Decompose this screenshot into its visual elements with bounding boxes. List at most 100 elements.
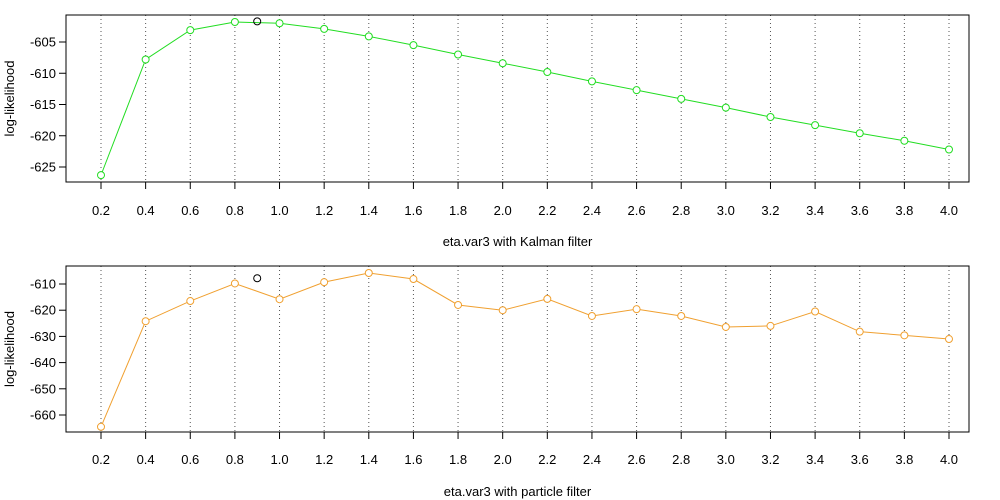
- x-tick-label: 3.8: [895, 203, 913, 218]
- x-tick-label: 1.0: [270, 452, 288, 467]
- data-point: [141, 317, 150, 326]
- data-point: [409, 275, 418, 284]
- data-point: [811, 307, 820, 316]
- x-tick-label: 1.8: [449, 452, 467, 467]
- highlight-point: [253, 274, 262, 283]
- y-tick-label: -620: [30, 303, 56, 318]
- data-point: [364, 268, 373, 277]
- data-point: [855, 327, 864, 336]
- x-tick-label: 3.4: [806, 203, 824, 218]
- x-tick-label: 3.2: [761, 452, 779, 467]
- x-tick-label: 2.0: [494, 203, 512, 218]
- data-point: [409, 41, 418, 50]
- x-axis-label: eta.var3 with Kalman filter: [443, 234, 593, 249]
- plot-frame: [65, 14, 970, 183]
- x-tick-label: 0.2: [92, 203, 110, 218]
- y-tick-label: -630: [30, 329, 56, 344]
- y-tick-label: -620: [30, 128, 56, 143]
- x-tick-label: 3.4: [806, 452, 824, 467]
- y-tick-label: -615: [30, 97, 56, 112]
- y-tick-label: -625: [30, 160, 56, 175]
- x-tick-label: 0.4: [137, 452, 155, 467]
- data-point: [900, 331, 909, 340]
- data-point: [364, 32, 373, 41]
- x-tick-label: 1.2: [315, 203, 333, 218]
- x-tick-label: 2.8: [672, 203, 690, 218]
- data-point: [677, 94, 686, 103]
- data-point: [632, 86, 641, 95]
- data-point: [811, 121, 820, 130]
- data-point: [632, 305, 641, 314]
- x-tick-label: 3.0: [717, 452, 735, 467]
- data-point: [945, 145, 953, 154]
- x-tick-label: 3.2: [761, 203, 779, 218]
- y-axis-label: log-likelihood: [2, 311, 17, 387]
- data-point: [766, 113, 775, 121]
- x-tick-label: 2.4: [583, 452, 601, 467]
- data-point: [677, 311, 686, 320]
- highlight-point: [253, 17, 262, 26]
- data-point: [230, 18, 239, 26]
- data-point: [855, 129, 864, 138]
- data-point: [275, 295, 284, 304]
- x-tick-label: 1.4: [360, 452, 378, 467]
- x-tick-label: 1.6: [404, 452, 422, 467]
- y-tick-label: -610: [30, 277, 56, 292]
- y-tick-label: -640: [30, 355, 56, 370]
- x-tick-label: 3.0: [717, 203, 735, 218]
- data-point: [230, 279, 239, 288]
- x-tick-label: 0.4: [137, 203, 155, 218]
- data-point: [454, 300, 463, 309]
- x-tick-label: 1.2: [315, 452, 333, 467]
- x-tick-label: 2.6: [628, 203, 646, 218]
- y-tick-label: -650: [30, 381, 56, 396]
- data-point: [320, 278, 329, 287]
- x-tick-label: 1.6: [404, 203, 422, 218]
- data-point: [320, 24, 329, 33]
- data-point: [141, 55, 150, 64]
- y-axis-label: log-likelihood: [2, 61, 17, 137]
- x-tick-label: 2.2: [538, 203, 556, 218]
- x-tick-label: 4.0: [940, 452, 958, 467]
- data-point: [97, 171, 105, 180]
- data-point: [97, 422, 105, 431]
- data-point: [498, 59, 507, 68]
- series-line: [100, 21, 950, 176]
- data-point: [186, 297, 195, 306]
- x-tick-label: 0.8: [226, 452, 244, 467]
- x-tick-label: 0.8: [226, 203, 244, 218]
- x-tick-label: 2.2: [538, 452, 556, 467]
- x-tick-label: 1.8: [449, 203, 467, 218]
- data-point: [945, 335, 953, 344]
- data-point: [454, 50, 463, 59]
- kalman-filter-panel: 0.2 0.4 0.6 0.8 1.0 1.2 1.4 1.6 1.8 2.0 2.2 2.4 2.6 2…: [2, 14, 970, 249]
- y-tick-label: -610: [30, 66, 56, 81]
- x-tick-label: 1.0: [270, 203, 288, 218]
- x-tick-label: 4.0: [940, 203, 958, 218]
- data-point: [186, 26, 195, 35]
- x-tick-label: 2.0: [494, 452, 512, 467]
- data-point: [721, 103, 730, 112]
- series-line: [100, 272, 950, 427]
- data-point: [587, 77, 596, 86]
- x-axis-label: eta.var3 with particle filter: [444, 484, 592, 499]
- data-point: [766, 321, 775, 330]
- x-tick-label: 3.6: [851, 203, 869, 218]
- y-tick-label: -605: [30, 35, 56, 50]
- particle-filter-panel: 0.2 0.4 0.6 0.8 1.0 1.2 1.4 1.6 1.8 2.0 2.2 2.4 2.6 2…: [2, 265, 970, 499]
- data-point: [587, 311, 596, 320]
- x-tick-label: 0.2: [92, 452, 110, 467]
- x-tick-label: 0.6: [181, 452, 199, 467]
- data-point: [543, 68, 552, 76]
- x-tick-label: 2.4: [583, 203, 601, 218]
- data-point: [498, 306, 507, 315]
- x-tick-label: 2.6: [628, 452, 646, 467]
- x-tick-label: 2.8: [672, 452, 690, 467]
- data-point: [900, 136, 909, 145]
- y-tick-label: -660: [30, 408, 56, 423]
- data-point: [543, 294, 552, 303]
- x-tick-label: 3.8: [895, 452, 913, 467]
- x-tick-label: 1.4: [360, 203, 378, 218]
- plot-frame: [65, 265, 970, 433]
